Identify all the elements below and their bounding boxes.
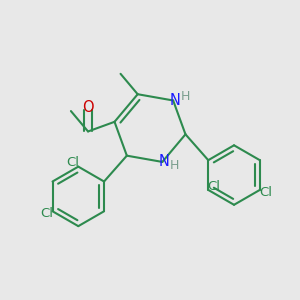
Text: Cl: Cl	[207, 180, 220, 193]
Text: N: N	[158, 154, 169, 169]
Text: O: O	[82, 100, 94, 116]
Text: Cl: Cl	[40, 207, 53, 220]
Text: N: N	[169, 93, 180, 108]
Text: H: H	[169, 159, 179, 172]
Text: H: H	[180, 90, 190, 103]
Text: Cl: Cl	[259, 186, 272, 199]
Text: Cl: Cl	[66, 156, 79, 170]
